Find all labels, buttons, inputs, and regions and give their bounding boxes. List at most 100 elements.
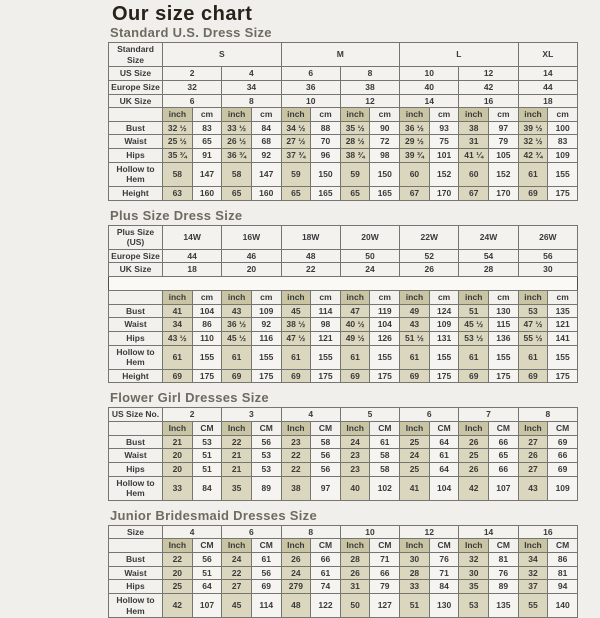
table-row: Waist 20 51 21 53 22 56 23 58 24 61 25 65 26 66	[108, 448, 578, 463]
measurement-cell: 27	[517, 461, 549, 477]
unit-header-cell-cm: CM	[250, 538, 282, 553]
measurement-cell: 175	[250, 368, 282, 384]
unit-header-cell-inch: inch	[339, 290, 371, 305]
table-row: Europe Size 32 34 36 38 40 42 44	[108, 79, 579, 95]
table-row: Inch CM Inch CM Inch CM Inch CM Inch CM Inch CM Inch…	[108, 421, 578, 436]
row-label: Europe Size	[108, 79, 163, 95]
size-header-cell: 32	[161, 79, 223, 95]
section-title-plus-size-dress-size: Plus Size Dress Size	[110, 207, 243, 223]
measurement-cell: 26 ½	[221, 134, 252, 149]
size-group-header-cell: L	[399, 41, 519, 68]
measurement-cell: 61	[339, 344, 371, 370]
measurement-cell: 97	[310, 475, 341, 501]
row-label: Hollow to Hem	[108, 592, 163, 618]
size-header-cell: 4	[221, 66, 282, 81]
table-plus-size-dress-size: Plus Size (US) 14W 16W 18W 20W 22W 24W 26W Europ…	[108, 224, 579, 384]
measurement-cell: 69	[517, 185, 549, 201]
measurement-cell: 69	[458, 368, 490, 384]
size-header-cell: 14W	[161, 224, 223, 250]
measurement-cell: 38	[458, 120, 490, 136]
size-header-cell: 28	[458, 262, 519, 277]
unit-header-cell-inch: Inch	[280, 421, 312, 436]
measurement-cell: 36 ½	[399, 120, 430, 136]
size-header-cell: 46	[221, 248, 282, 264]
measurement-cell: 49 ½	[339, 330, 371, 346]
measurement-cell: 47 ½	[517, 317, 549, 332]
row-label: Bust	[108, 303, 163, 319]
size-header-cell: 6	[161, 93, 223, 109]
measurement-cell: 25	[162, 579, 193, 594]
table-row: Hips 43 ½ 110 45 ½ 116 47 ½ 121 49 ½ 126 51 ½ 131 5…	[108, 330, 578, 346]
measurement-cell: 110	[191, 330, 223, 346]
measurement-cell: 67	[458, 185, 490, 201]
measurement-cell: 64	[191, 579, 223, 594]
measurement-cell: 81	[547, 565, 578, 581]
measurement-cell: 40 ½	[339, 317, 371, 332]
measurement-cell: 170	[428, 185, 460, 201]
measurement-cell: 22	[221, 434, 252, 450]
measurement-cell: 152	[488, 161, 519, 187]
size-header-cell: 12	[458, 66, 519, 81]
unit-header-cell-cm: CM	[369, 538, 401, 553]
unit-header-cell-cm: cm	[369, 290, 401, 305]
table-row: Size 4 6 8 10 12 14 16	[108, 524, 579, 540]
measurement-cell: 61	[517, 344, 549, 370]
unit-header-cell-cm: cm	[191, 290, 223, 305]
measurement-cell: 34	[162, 317, 193, 332]
row-label	[108, 107, 163, 122]
measurement-cell: 84	[428, 579, 460, 594]
measurement-cell: 21	[162, 434, 193, 450]
measurement-cell: 20	[162, 448, 193, 463]
measurement-cell: 42	[458, 475, 490, 501]
unit-header-cell-inch: inch	[458, 107, 490, 122]
table-row: inch cm inch cm inch cm inch cm inch cm inch cm inch…	[108, 107, 578, 122]
table-row: Waist 20 51 22 56 24 61 26 66 28 71 30 76 32 81	[108, 565, 578, 581]
measurement-cell: 88	[310, 120, 341, 136]
size-header-cell: 24W	[458, 224, 519, 250]
measurement-cell: 175	[488, 368, 519, 384]
size-header-cell: 8	[517, 407, 579, 422]
measurement-cell: 65	[221, 185, 252, 201]
measurement-cell: 60	[399, 161, 430, 187]
measurement-cell: 79	[369, 579, 401, 594]
measurement-cell: 36 ½	[221, 317, 252, 332]
measurement-cell: 47 ½	[280, 330, 312, 346]
size-header-cell: 48	[280, 248, 341, 264]
table-row: UK Size 18 20 22 24 26 28 30	[108, 262, 579, 277]
measurement-cell: 69	[280, 368, 312, 384]
row-label: Hips	[108, 330, 163, 346]
measurement-cell: 45	[280, 303, 312, 319]
measurement-cell: 55 ½	[517, 330, 549, 346]
measurement-cell: 124	[428, 303, 460, 319]
row-label: Hips	[108, 579, 163, 594]
size-header-cell: 30	[517, 262, 579, 277]
measurement-cell: 61	[458, 344, 490, 370]
unit-header-cell-inch: inch	[280, 290, 312, 305]
measurement-cell: 38	[280, 475, 312, 501]
measurement-cell: 33	[162, 475, 193, 501]
row-label: UK Size	[108, 262, 163, 277]
measurement-cell: 93	[428, 120, 460, 136]
measurement-cell: 26	[280, 552, 312, 567]
measurement-cell: 160	[250, 185, 282, 201]
measurement-cell: 35	[221, 475, 252, 501]
measurement-cell: 140	[547, 592, 578, 618]
measurement-cell: 30	[399, 552, 430, 567]
measurement-cell: 58	[369, 461, 401, 477]
unit-header-cell-cm: CM	[191, 538, 223, 553]
unit-header-cell-inch: inch	[221, 290, 252, 305]
measurement-cell: 53	[191, 434, 223, 450]
row-label: Waist	[108, 565, 163, 581]
measurement-cell: 24	[280, 565, 312, 581]
measurement-cell: 131	[428, 330, 460, 346]
size-header-cell: 4	[161, 524, 223, 540]
table-row: US Size No. 2 3 4 5 6 7 8	[108, 407, 579, 422]
measurement-cell: 72	[369, 134, 401, 149]
unit-header-cell-inch: inch	[162, 107, 193, 122]
row-label	[108, 290, 163, 305]
size-header-cell: 22	[280, 262, 341, 277]
table-flower-girl-dresses-size: US Size No. 2 3 4 5 6 7 8 Inch CM Inch CM Inch CM Inch…	[108, 407, 579, 501]
measurement-cell: 32 ½	[162, 120, 193, 136]
measurement-cell: 32	[517, 565, 549, 581]
unit-header-cell-cm: CM	[547, 421, 578, 436]
